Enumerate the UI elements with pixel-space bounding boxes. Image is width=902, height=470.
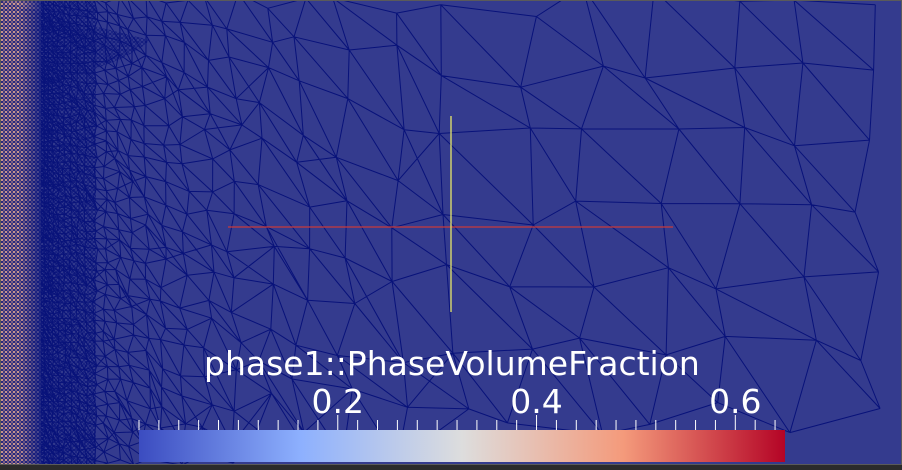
colorbar-tick-label: 0.4 [510,382,562,421]
orientation-axes-cross [228,116,673,312]
colorbar-tick-label: 0.6 [709,382,761,421]
colorbar-gradient [139,430,785,462]
color-legend[interactable]: phase1::PhaseVolumeFraction 0.2 0.4 0.6 [138,344,785,462]
colorbar-tick-labels: 0.2 0.4 0.6 [312,382,762,421]
high-fraction-region [1,1,150,464]
colorbar-tick-label: 0.2 [312,382,364,421]
colorbar-tick-marks [138,415,776,430]
colorbar-title: phase1::PhaseVolumeFraction [204,344,700,383]
